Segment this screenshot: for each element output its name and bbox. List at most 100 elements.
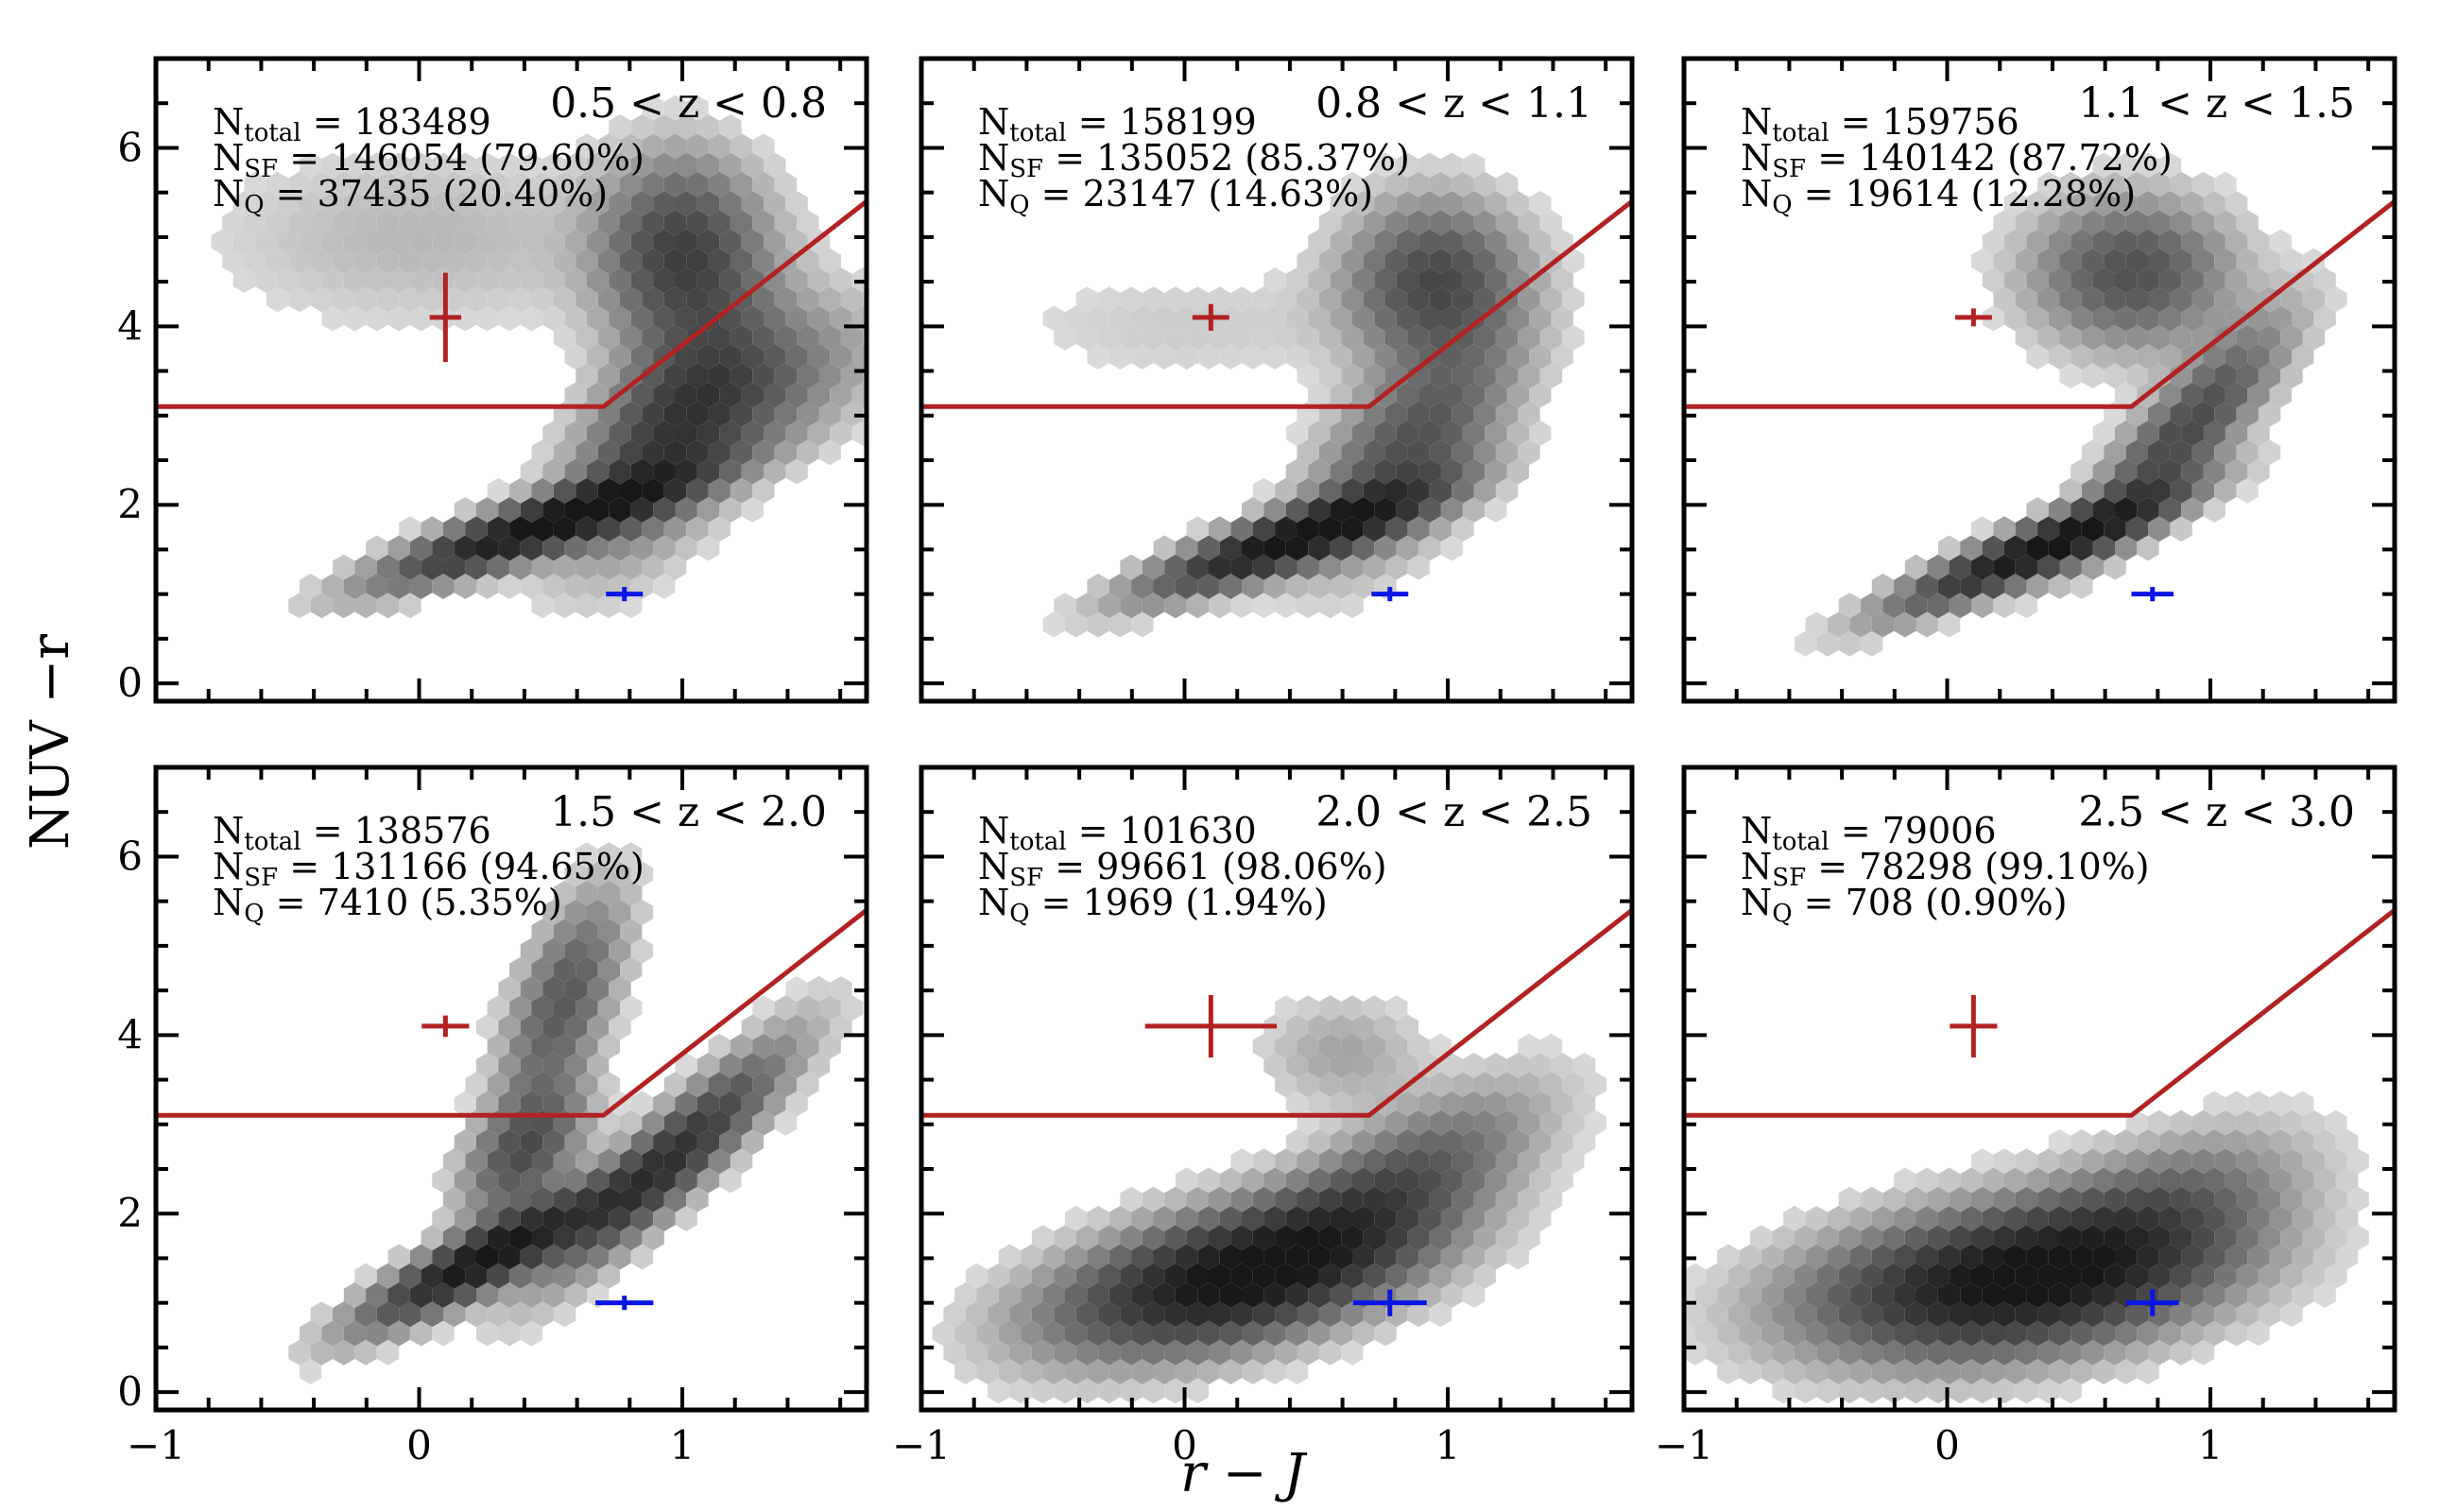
hexbin-cell xyxy=(1021,1282,1043,1308)
hexbin-cell xyxy=(399,286,421,313)
hexbin-cell xyxy=(2302,1263,2326,1289)
hexbin-cell xyxy=(387,1244,410,1270)
hexbin-cell xyxy=(1230,1186,1253,1212)
hexbin-cell xyxy=(1318,1033,1342,1059)
hexbin-cell xyxy=(1087,1206,1109,1231)
hexbin-cell xyxy=(376,593,400,619)
hexbin-cell xyxy=(2191,401,2215,427)
hexbin-cell xyxy=(686,401,709,427)
hexbin-cell xyxy=(696,1129,720,1155)
hexbin-cell xyxy=(1285,1167,1309,1194)
hexbin-cell xyxy=(2181,229,2204,255)
hexbin-cell xyxy=(2081,554,2105,580)
hexbin-cell xyxy=(366,267,388,293)
hexbin-cell xyxy=(2247,1320,2270,1347)
hexbin-cell xyxy=(1385,1109,1408,1136)
hexbin-cell xyxy=(1285,1091,1309,1117)
hexbin-cell xyxy=(542,191,565,216)
hexbin-cell xyxy=(1772,1301,1795,1328)
hexbin-cell xyxy=(2137,191,2159,216)
hexbin-cell xyxy=(542,976,565,1002)
hexbin-cell xyxy=(1153,1320,1176,1347)
hexbin-cell xyxy=(1065,1320,1088,1347)
hexbin-cell xyxy=(1252,1301,1276,1328)
hexbin-cell xyxy=(1993,1148,2016,1175)
hexbin-cell xyxy=(487,286,510,313)
hexbin-cell xyxy=(597,842,620,868)
hexbin-cell xyxy=(443,554,466,580)
hexbin-cell xyxy=(1308,1206,1331,1231)
hexbin-cell xyxy=(498,1014,521,1040)
n-total-label: Ntotal = 138576 xyxy=(213,810,491,856)
hexbin-cell xyxy=(2004,1167,2027,1194)
hexbin-cell xyxy=(764,382,786,408)
hexbin-cell xyxy=(1120,1186,1143,1212)
hexbin-cell xyxy=(2280,1301,2303,1328)
hexbin-cell xyxy=(708,133,730,160)
hexbin-cell xyxy=(1042,611,1065,638)
hexbin-cell xyxy=(1297,286,1319,313)
hexbin-cell xyxy=(2125,363,2148,389)
hexbin-cell xyxy=(2181,1282,2204,1308)
hexbin-cell xyxy=(443,516,466,542)
hexbin-cell xyxy=(2004,267,2027,293)
hexbin-cell xyxy=(1385,995,1408,1022)
hexbin-cell xyxy=(399,554,421,580)
hexbin-cell xyxy=(553,477,576,504)
hexbin-cell xyxy=(2170,1225,2192,1251)
hexbin-cell xyxy=(1949,1186,1971,1212)
hexbin-cell xyxy=(2070,229,2093,255)
hexbin-cell xyxy=(2191,210,2215,236)
hexbin-cell xyxy=(1452,171,1474,198)
hexbin-cell xyxy=(1054,1339,1076,1366)
hexbin-cell xyxy=(2137,535,2159,561)
hexbin-cell xyxy=(1242,1359,1264,1384)
hexbin-cell xyxy=(1937,1206,1961,1231)
hexbin-cell xyxy=(1263,1359,1286,1384)
hexbin-cell xyxy=(1142,593,1165,619)
hexbin-cell xyxy=(1529,1053,1552,1078)
hexbin-cell xyxy=(1075,1339,1099,1366)
hexbin-cell xyxy=(2214,401,2237,427)
hexbin-cell xyxy=(1230,286,1253,313)
hexbin-cell xyxy=(1098,593,1121,619)
hexbin-cell xyxy=(1031,1339,1055,1366)
hexbin-cell xyxy=(818,401,841,427)
hexbin-cell xyxy=(1352,497,1375,523)
hexbin-cell xyxy=(1352,229,1375,255)
hexbin-cell xyxy=(1374,305,1397,332)
x-tick-label: 0 xyxy=(1934,1422,1960,1469)
hexbin-cell xyxy=(1452,401,1474,427)
hexbin-cell xyxy=(1982,1206,2004,1231)
hexbin-cell xyxy=(2280,1186,2303,1212)
hexbin-cell xyxy=(399,210,421,236)
hexbin-cell xyxy=(2092,267,2115,293)
hexbin-cell xyxy=(1242,1282,1264,1308)
hexbin-cell xyxy=(2004,1244,2027,1270)
hexbin-cell xyxy=(1385,171,1408,198)
hexbin-cell xyxy=(730,324,753,351)
hexbin-cell xyxy=(2191,439,2215,466)
hexbin-cell xyxy=(1186,516,1209,542)
hexbin-cell xyxy=(1341,1225,1364,1251)
hexbin-cell xyxy=(2092,1282,2115,1308)
hexbin-cell xyxy=(1120,593,1143,619)
hexbin-cell xyxy=(576,842,598,868)
hexbin-cell xyxy=(597,1263,620,1289)
hexbin-cell xyxy=(487,1186,510,1212)
hexbin-cell xyxy=(1495,477,1519,504)
hexbin-cell xyxy=(1529,344,1552,369)
hexbin-cell xyxy=(1374,152,1397,179)
hexbin-cell xyxy=(1230,1225,1253,1251)
hexbin-cell xyxy=(752,210,775,236)
hexbin-cell xyxy=(1551,229,1573,255)
hexbin-cell xyxy=(2070,497,2093,523)
hexbin-cell xyxy=(465,1263,488,1289)
hexbin-cell xyxy=(1175,305,1198,332)
hexbin-cell xyxy=(1927,1378,1950,1404)
hexbin-cell xyxy=(1452,439,1474,466)
hexbin-cell xyxy=(542,1129,565,1155)
hexbin-cell xyxy=(2148,1186,2171,1212)
hexbin-cell xyxy=(2258,1148,2281,1175)
hexbin-cell xyxy=(2292,1206,2314,1231)
